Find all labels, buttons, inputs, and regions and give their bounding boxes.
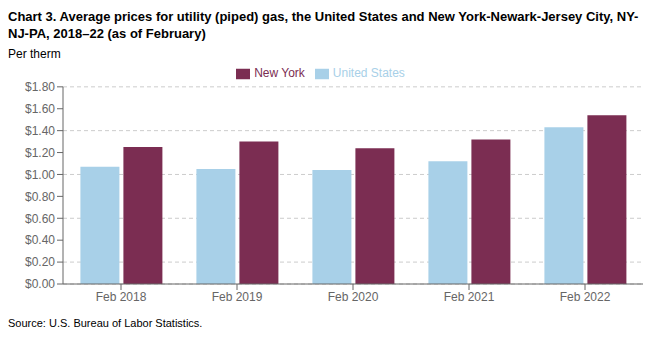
svg-text:$1.60: $1.60	[25, 102, 55, 116]
svg-text:$0.20: $0.20	[25, 255, 55, 269]
html-text:New York: New York	[254, 66, 305, 80]
svg-text:$0.40: $0.40	[25, 233, 55, 247]
svg-text:Feb 2021: Feb 2021	[444, 290, 495, 304]
html-text:Chart 3. Average prices for ut: Chart 3. Average prices for utility (pip…	[8, 9, 639, 41]
html-text:Per therm: Per therm	[8, 47, 61, 61]
svg-text:$0.80: $0.80	[25, 190, 55, 204]
svg-text:Feb 2019: Feb 2019	[212, 290, 263, 304]
svg-text:$0.60: $0.60	[25, 212, 55, 226]
svg-text:$0.00: $0.00	[25, 277, 55, 291]
svg-text:$1.40: $1.40	[25, 124, 55, 138]
html-text:United States: United States	[332, 66, 405, 80]
svg-text:Feb 2018: Feb 2018	[96, 290, 147, 304]
svg-text:$1.00: $1.00	[25, 168, 55, 182]
svg-text:Feb 2022: Feb 2022	[560, 290, 611, 304]
html-text:Source: U.S. Bureau of Labor S: Source: U.S. Bureau of Labor Statistics.	[8, 317, 203, 329]
svg-text:Feb 2020: Feb 2020	[328, 290, 379, 304]
svg-text:$1.20: $1.20	[25, 146, 55, 160]
svg-text:$1.80: $1.80	[25, 80, 55, 94]
